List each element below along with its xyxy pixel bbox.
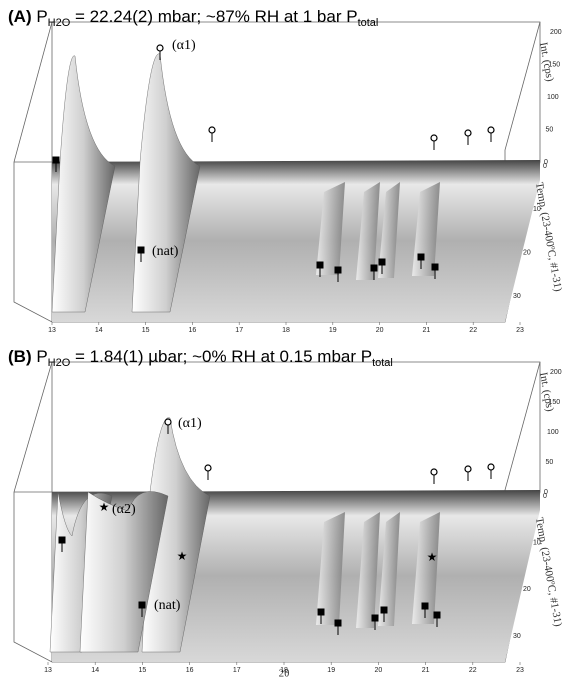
title-part: (A)	[8, 7, 36, 26]
x-tick-label: 13	[48, 327, 56, 334]
temp-tick-label: 0	[543, 163, 547, 170]
square-marker	[432, 264, 439, 271]
x-tick-label: 16	[189, 327, 197, 334]
circle-marker	[431, 135, 437, 141]
title-part: total	[358, 17, 379, 29]
annotation: (α1)	[178, 416, 202, 431]
title-part: = 1.84(1) µbar; ~0% RH at 0.15 mbar P	[70, 347, 372, 366]
x-tick-label: 19	[329, 327, 337, 334]
x-tick-label: 14	[95, 327, 103, 334]
x-tick-label: 19	[327, 667, 335, 674]
square-marker	[139, 602, 146, 609]
temp-tick-label: 20	[523, 586, 531, 593]
surface	[52, 160, 540, 322]
square-marker	[53, 157, 60, 164]
square-marker	[422, 603, 429, 610]
circle-marker	[488, 127, 494, 133]
temp-tick-label: 0	[543, 493, 547, 500]
page: body { margin: 0; width: 569px; height: …	[0, 0, 569, 686]
int-tick-label: 200	[550, 369, 562, 376]
temp-tick-label: 30	[513, 633, 521, 640]
x-tick-label: 18	[280, 667, 288, 674]
circle-marker	[431, 469, 437, 475]
star-marker: ★	[427, 550, 438, 564]
title-part: (B)	[8, 347, 36, 366]
star-marker: ★	[177, 549, 188, 563]
square-marker	[138, 247, 145, 254]
square-marker	[335, 267, 342, 274]
square-marker	[317, 262, 324, 269]
title-part: P	[36, 7, 47, 26]
x-tick-label: 21	[422, 667, 430, 674]
x-tick-label: 17	[233, 667, 241, 674]
x-tick-label: 23	[516, 327, 524, 334]
square-marker	[379, 259, 386, 266]
panel-title: (B) PH2O = 1.84(1) µbar; ~0% RH at 0.15 …	[8, 347, 393, 368]
circle-marker	[157, 45, 163, 51]
circle-marker	[209, 127, 215, 133]
x-tick-label: 15	[139, 667, 147, 674]
x-tick-label: 22	[469, 667, 477, 674]
circle-marker	[165, 419, 171, 425]
title-part: total	[372, 357, 393, 369]
square-marker	[59, 537, 66, 544]
body: {"panels": [ {"title_segments": [{"text"…	[0, 0, 569, 686]
annotation: (nat)	[154, 598, 181, 613]
int-tick-label: 100	[547, 429, 559, 436]
temp-tick-label: 20	[523, 250, 531, 257]
int-tick-label: 50	[546, 126, 554, 133]
temp-axis-label: Temp. (23-400ºC, #1-31)	[533, 181, 564, 293]
square-marker	[418, 254, 425, 261]
panel: (B) PH2O = 1.84(1) µbar; ~0% RH at 0.15 …	[8, 347, 564, 673]
panel: (A) PH2O = 22.24(2) mbar; ~87% RH at 1 b…	[8, 7, 564, 333]
circle-marker	[488, 464, 494, 470]
title-part: P	[36, 347, 47, 366]
annotation: (nat)	[152, 244, 179, 259]
annotation: (α2)	[112, 502, 136, 517]
x-tick-label: 23	[516, 667, 524, 674]
temp-tick-label: 30	[513, 293, 521, 300]
x-tick-label: 16	[186, 667, 194, 674]
square-marker	[434, 612, 441, 619]
square-marker	[381, 607, 388, 614]
x-tick-label: 17	[235, 327, 243, 334]
circle-marker	[465, 466, 471, 472]
x-tick-label: 15	[142, 327, 150, 334]
title-part: H2O	[48, 357, 71, 369]
star-marker: ★	[99, 500, 110, 514]
x-tick-label: 18	[282, 327, 290, 334]
x-tick-label: 13	[44, 667, 52, 674]
panel-title: (A) PH2O = 22.24(2) mbar; ~87% RH at 1 b…	[8, 7, 378, 28]
x-tick-label: 21	[423, 327, 431, 334]
x-tick-label: 22	[469, 327, 477, 334]
title-part: = 22.24(2) mbar; ~87% RH at 1 bar P	[70, 7, 357, 26]
circle-marker	[205, 465, 211, 471]
box-frame	[14, 22, 52, 322]
temp-axis-label: Temp. (23-400ºC, #1-31)	[533, 516, 564, 628]
square-marker	[372, 615, 379, 622]
int-tick-label: 50	[546, 459, 554, 466]
figure: 2θ (A) PH2O = 22.24(2) mbar; ~87% RH at …	[0, 0, 569, 686]
annotation: (α1)	[172, 38, 196, 53]
x-tick-label: 20	[376, 327, 384, 334]
square-marker	[335, 620, 342, 627]
square-marker	[371, 265, 378, 272]
circle-marker	[465, 130, 471, 136]
title-part: H2O	[48, 17, 71, 29]
x-tick-label: 20	[375, 667, 383, 674]
square-marker	[318, 609, 325, 616]
int-tick-label: 200	[550, 29, 562, 36]
box-frame	[14, 362, 52, 662]
x-tick-label: 14	[91, 667, 99, 674]
int-tick-label: 100	[547, 94, 559, 101]
